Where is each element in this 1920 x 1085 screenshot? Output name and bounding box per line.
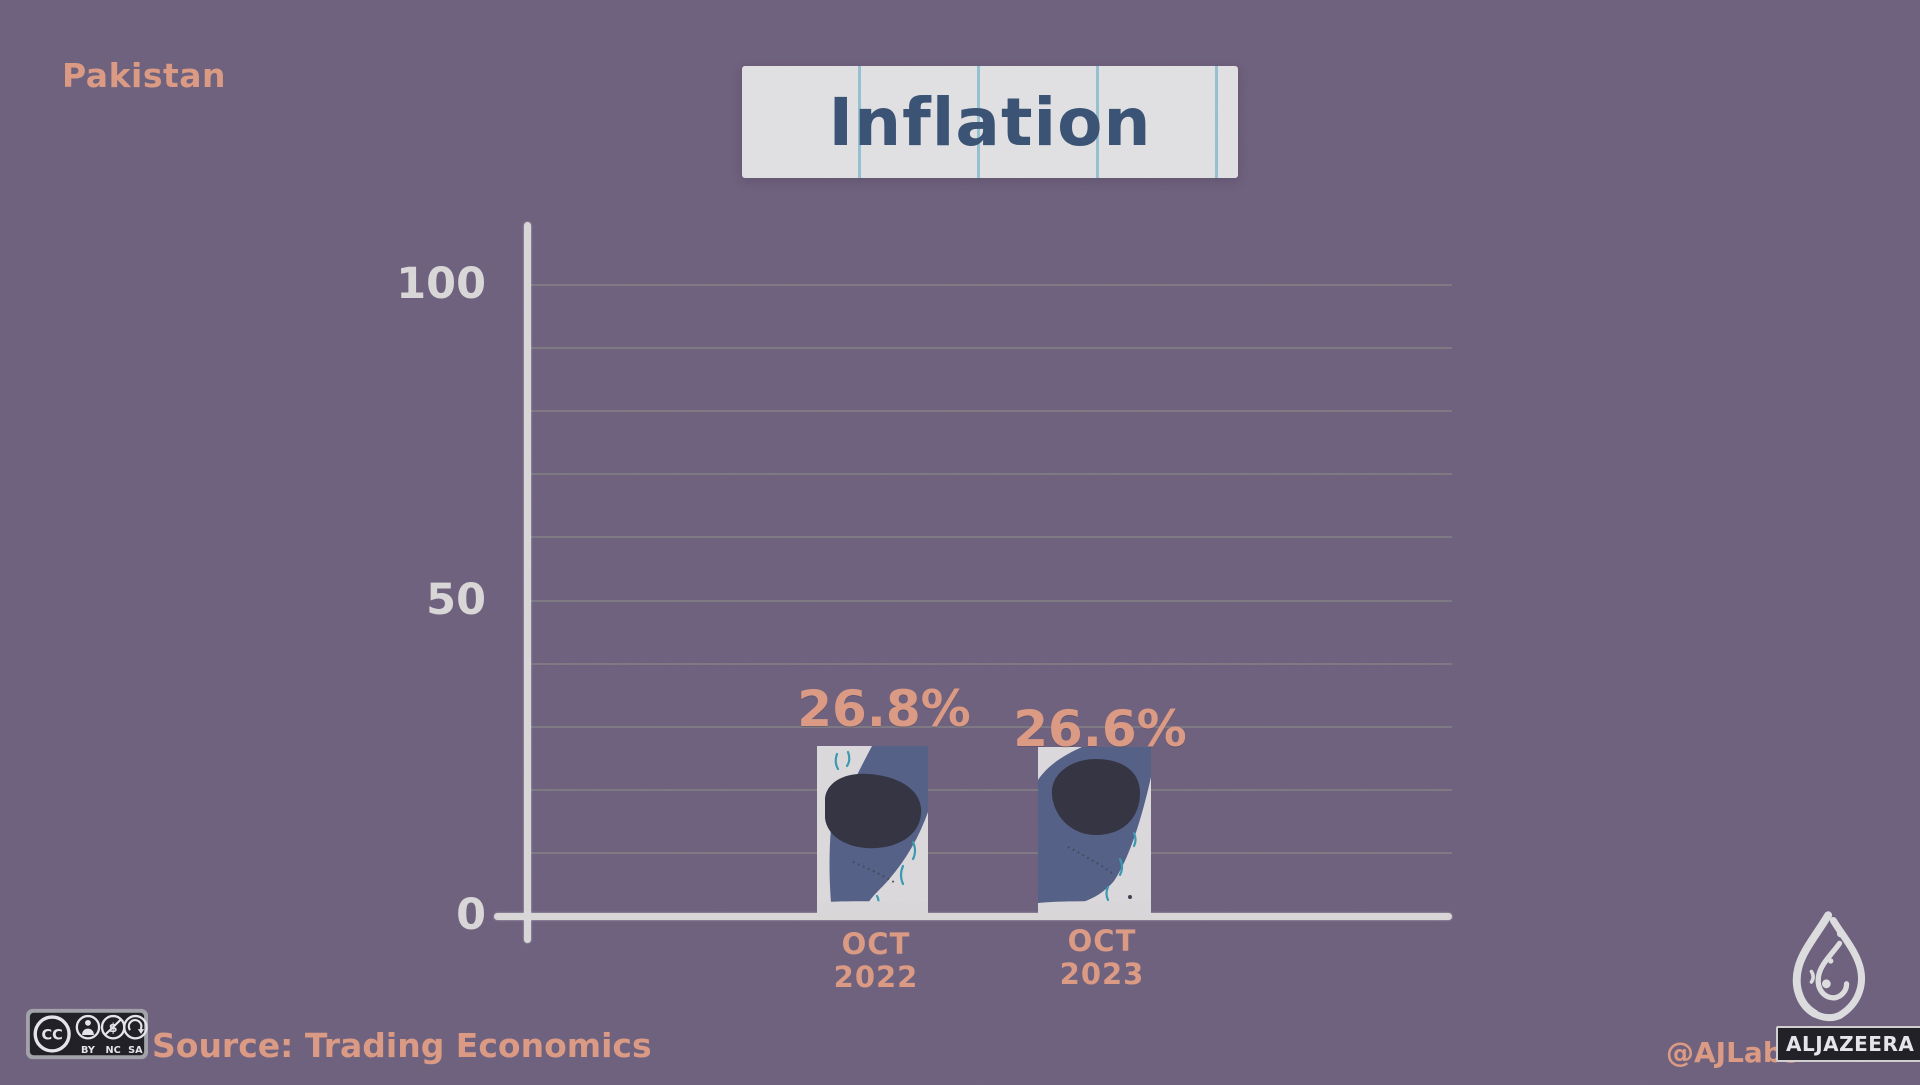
bar-oct-2022 xyxy=(817,746,928,915)
gridline-100 xyxy=(531,284,1452,286)
by-label: BY xyxy=(81,1045,96,1056)
y-tick-label-100: 100 xyxy=(396,259,486,309)
source-label: Source: Trading Economics xyxy=(152,1026,652,1065)
sa-label: SA xyxy=(128,1045,143,1056)
bar-collage-texture xyxy=(817,746,928,915)
gridline-90 xyxy=(531,347,1452,350)
y-axis-line xyxy=(524,222,531,943)
cc-license-badge: CC $ BY NC SA xyxy=(26,1008,148,1060)
bar-oct-2023 xyxy=(1038,747,1151,915)
aljazeera-wordmark: ALJAZEERA xyxy=(1786,1032,1915,1056)
cc-text: CC xyxy=(41,1027,62,1043)
category-year: 2022 xyxy=(833,960,919,995)
gridline-20 xyxy=(531,788,1452,791)
bar-collage-texture xyxy=(1038,747,1151,915)
category-year: 2023 xyxy=(1059,957,1145,992)
category-label-oct-2023: OCT 2023 xyxy=(1059,924,1145,992)
gridline-40 xyxy=(531,662,1452,665)
category-month: OCT xyxy=(841,927,911,961)
gridline-70 xyxy=(531,473,1452,476)
value-label-oct-2023: 26.6% xyxy=(1013,700,1187,758)
x-axis-line xyxy=(494,913,1452,920)
nc-label: NC xyxy=(106,1045,121,1056)
gridline-10 xyxy=(531,851,1452,854)
gridline-60 xyxy=(531,536,1452,539)
y-tick-label-50: 50 xyxy=(426,574,486,625)
aljazeera-flame-logo-icon xyxy=(1792,911,1865,1022)
gridline-30 xyxy=(531,725,1452,728)
value-label-oct-2022: 26.8% xyxy=(797,680,971,738)
aljazeera-wordmark-box: ALJAZEERA xyxy=(1776,1026,1920,1062)
gridline-80 xyxy=(531,410,1452,413)
gridline-50 xyxy=(531,599,1452,602)
y-tick-label-0: 0 xyxy=(456,890,486,940)
category-label-oct-2022: OCT 2022 xyxy=(833,927,919,995)
category-month: OCT xyxy=(1067,924,1137,958)
